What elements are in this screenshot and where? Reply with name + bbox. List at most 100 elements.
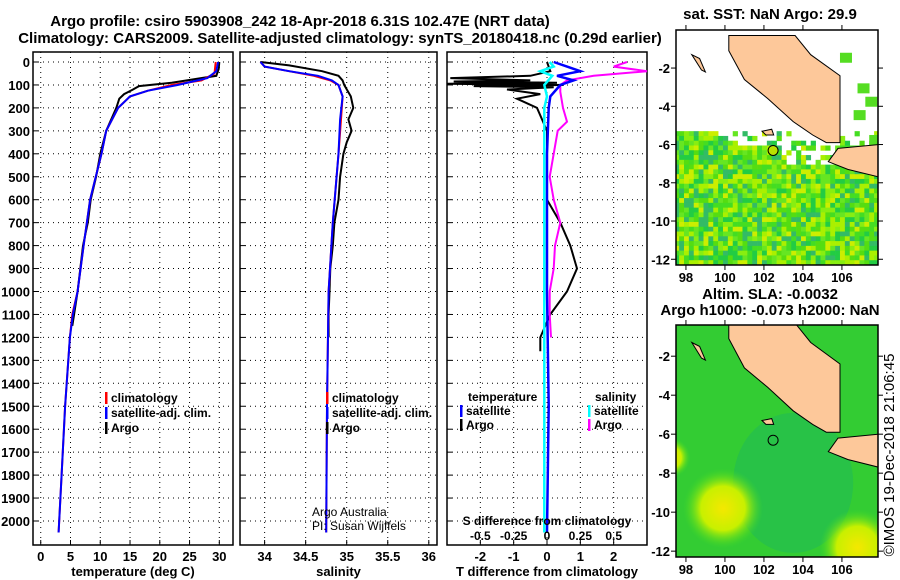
sst-cell: [781, 265, 786, 270]
sst-cell: [688, 241, 695, 247]
x-tick-label: 0: [37, 549, 44, 564]
sst-cell: [732, 131, 738, 137]
sst-cell: [761, 193, 768, 199]
sst-cell: [815, 231, 821, 237]
sst-cell: [864, 202, 870, 209]
sst-cell: [676, 159, 680, 166]
sst-cell: [708, 183, 714, 189]
sst-cell: [747, 207, 753, 213]
sst-cell: [752, 207, 758, 213]
sst-cell: [859, 265, 864, 270]
sst-cell: [708, 231, 714, 237]
sst-cell: [820, 174, 826, 180]
sst-cell: [781, 174, 787, 180]
sst-cell: [864, 178, 870, 185]
sst-cell: [718, 155, 724, 161]
sst-cell: [849, 188, 855, 194]
legend-swatch-1: [326, 407, 329, 419]
sst-cell: [869, 178, 875, 185]
sst-cell: [761, 226, 768, 232]
sst-cell: [859, 217, 865, 223]
depth-tick-label: 100: [8, 78, 30, 93]
sst-cell: [791, 236, 797, 242]
sst-cell: [703, 178, 709, 185]
sst-cell: [766, 212, 773, 218]
sst-cell: [766, 236, 773, 242]
sst-cell: [781, 164, 787, 170]
sst-cell: [825, 198, 831, 204]
sst-cell: [722, 159, 729, 166]
sst-cell: [683, 221, 690, 228]
sst-cell: [786, 265, 791, 270]
sst-cell: [796, 212, 802, 218]
sst-cell: [776, 159, 782, 166]
sst-cell: [742, 174, 748, 180]
sst-cell: [693, 236, 699, 242]
sst-cell: [761, 169, 768, 175]
argo-salinity-difference-line: [548, 61, 648, 338]
sst-cell: [737, 241, 743, 247]
sst-cell: [776, 145, 782, 151]
sst-cell: [805, 155, 812, 161]
sst-cell: [796, 159, 802, 166]
sst-cell: [874, 265, 879, 270]
sst-cell: [820, 188, 826, 194]
sst-cell: [844, 260, 851, 265]
sst-cell: [737, 174, 743, 180]
legend-swatch-0: [105, 392, 108, 404]
sst-cell: [722, 169, 729, 175]
sst-cell: [708, 236, 714, 242]
sst-cell: [722, 178, 729, 185]
sst-cell: [776, 150, 782, 156]
sst-cell: [805, 255, 812, 261]
sst-cell: [703, 174, 709, 180]
sst-cell: [859, 231, 865, 237]
sst-cell: [718, 207, 724, 213]
sst-cell: [849, 245, 855, 252]
sst-cell: [781, 241, 787, 247]
sst-cell: [864, 250, 870, 256]
sst-cell: [752, 260, 758, 265]
depth-tick-label: 1500: [1, 399, 30, 414]
sst-cell: [800, 245, 807, 252]
sst-cell: [791, 188, 797, 194]
sst-cell: [874, 198, 878, 204]
sst-cell: [752, 231, 758, 237]
sst-cell: [752, 202, 758, 209]
sst-cell: [693, 217, 699, 223]
sst-cell: [713, 245, 719, 252]
sst-cell: [781, 255, 787, 261]
java-land: [827, 144, 878, 178]
sst-cell: [703, 255, 709, 261]
sst-cell: [698, 217, 704, 223]
sst-cell: [825, 193, 831, 199]
sst-cell: [683, 174, 690, 180]
sst-cell: [688, 236, 695, 242]
sst-cell: [859, 245, 865, 252]
sst-cell: [869, 188, 875, 194]
sst-cell: [776, 250, 782, 256]
sst-cell: [742, 226, 748, 232]
sst-cell: [676, 241, 680, 247]
sst-cell: [791, 193, 797, 199]
sst-cell: [835, 183, 841, 189]
sst-cell: [800, 260, 807, 265]
sst-cell: [810, 188, 816, 194]
sst-cell: [869, 202, 875, 209]
sst-cell: [732, 236, 738, 242]
sst-cell: [679, 188, 685, 194]
sst-cell: [757, 221, 763, 228]
sst-cell: [703, 236, 709, 242]
depth-tick-label: 600: [8, 193, 30, 208]
sst-cell: [761, 212, 768, 218]
sst-cell: [839, 174, 846, 180]
sst-cell: [679, 202, 685, 209]
legend-temperature-heading: temperature: [468, 390, 538, 404]
sst-cell: [776, 135, 782, 142]
sst-cell: [835, 217, 841, 223]
sst-cell: [786, 188, 792, 194]
sst-cell: [732, 178, 738, 185]
sst-cell: [766, 217, 773, 223]
sst-cell: [703, 155, 709, 161]
sst-cell: [830, 164, 836, 170]
